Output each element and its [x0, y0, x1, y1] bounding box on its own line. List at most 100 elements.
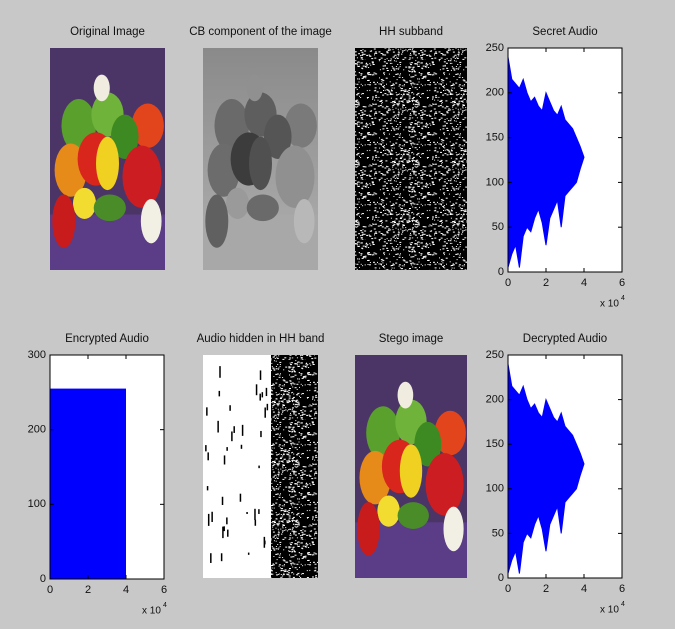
y-tick-label: 250 — [486, 349, 504, 361]
image-content — [355, 355, 467, 578]
hidden-mark — [241, 445, 243, 449]
y-tick-label: 0 — [498, 572, 504, 584]
hidden-mark — [221, 553, 223, 561]
y-tick-label: 150 — [486, 438, 504, 450]
y-tick-label: 200 — [28, 424, 46, 436]
panel-title: Audio hidden in HH band — [197, 333, 325, 345]
hidden-mark — [264, 537, 266, 548]
hidden-mark — [206, 407, 208, 415]
pepper — [205, 195, 228, 248]
image-content — [203, 48, 318, 270]
y-tick-label: 50 — [492, 527, 504, 539]
hidden-mark — [226, 447, 228, 451]
hidden-mark — [260, 431, 262, 437]
pepper — [400, 444, 422, 498]
hidden-mark — [254, 509, 256, 520]
pepper — [141, 199, 162, 243]
pepper — [249, 137, 272, 190]
hidden-mark — [256, 384, 258, 395]
hidden-mark — [258, 509, 260, 514]
pepper — [52, 195, 75, 248]
y-tick-label: 250 — [486, 42, 504, 54]
y-tick-label: 200 — [486, 394, 504, 406]
y-tick-label: 0 — [40, 573, 46, 585]
panel-title: HH subband — [379, 26, 443, 38]
pepper — [94, 195, 126, 222]
y-tick-label: 200 — [486, 87, 504, 99]
hidden-mark — [231, 431, 233, 441]
hidden-mark — [222, 497, 224, 505]
pepper — [94, 75, 110, 102]
hidden-mark — [229, 405, 231, 411]
pepper — [96, 137, 119, 190]
x-tick-label: 4 — [581, 277, 587, 289]
x-tick-label: 2 — [543, 277, 549, 289]
hidden-mark — [219, 366, 221, 378]
bar — [50, 389, 126, 579]
x-tick-label: 6 — [161, 584, 167, 596]
image-content — [50, 48, 165, 270]
pepper — [73, 188, 96, 219]
hidden-mark — [207, 486, 209, 490]
page: {"image_panels": [ {"title": "Original I… — [0, 0, 675, 629]
hidden-mark — [207, 452, 209, 460]
pepper — [443, 507, 463, 552]
hidden-mark — [227, 530, 229, 537]
x-tick-label: 4 — [581, 583, 587, 595]
hidden-mark — [224, 455, 226, 464]
x-exponent: 4 — [163, 602, 167, 609]
x-tick-label: 6 — [619, 583, 625, 595]
hidden-mark — [205, 445, 207, 451]
x-tick-label: 6 — [619, 277, 625, 289]
hidden-mark — [248, 553, 250, 555]
x-tick-label: 2 — [85, 584, 91, 596]
x-exponent: 4 — [621, 601, 625, 608]
hidden-mark — [219, 391, 221, 396]
pepper — [247, 75, 263, 102]
panel-title: Stego image — [379, 333, 444, 345]
hidden-mark — [208, 514, 210, 526]
hidden-mark — [264, 408, 266, 418]
hidden-mark — [217, 421, 219, 433]
hidden-mark — [223, 526, 225, 531]
hidden-mark — [267, 404, 269, 410]
hidden-mark — [246, 512, 248, 514]
subband-image — [355, 48, 467, 270]
x-tick-label: 0 — [505, 583, 511, 595]
hidden-mark — [260, 370, 262, 379]
x-multiplier: x 10 — [600, 299, 619, 310]
y-tick-label: 100 — [28, 498, 46, 510]
figure: Original ImageCB component of the imageH… — [0, 0, 675, 629]
x-tick-label: 2 — [543, 583, 549, 595]
x-exponent: 4 — [621, 295, 625, 302]
pepper — [377, 495, 399, 526]
x-multiplier: x 10 — [600, 605, 619, 616]
pepper — [398, 382, 414, 409]
hidden-mark — [240, 494, 242, 502]
y-tick-label: 0 — [498, 266, 504, 278]
chart-title: Decrypted Audio — [523, 333, 607, 345]
hidden-mark — [233, 426, 235, 433]
x-multiplier: x 10 — [142, 606, 161, 617]
chart-title: Encrypted Audio — [65, 333, 149, 345]
panel-title: Original Image — [70, 26, 145, 38]
chart-title: Secret Audio — [532, 26, 597, 38]
y-tick-label: 300 — [28, 349, 46, 361]
y-tick-label: 150 — [486, 132, 504, 144]
hidden-mark — [259, 394, 261, 401]
pepper — [294, 199, 315, 243]
hidden-mark — [266, 388, 268, 396]
hidden-noise — [271, 355, 318, 578]
pepper — [247, 195, 279, 222]
pepper — [275, 146, 314, 208]
hidden-mark — [222, 527, 224, 538]
pepper — [122, 146, 161, 208]
pepper — [357, 502, 379, 556]
pepper — [426, 453, 464, 515]
x-tick-label: 4 — [123, 584, 129, 596]
hidden-mark — [255, 520, 257, 526]
y-tick-label: 50 — [492, 221, 504, 233]
pepper — [226, 188, 249, 219]
hidden-mark — [211, 512, 213, 522]
hidden-mark — [210, 553, 212, 563]
